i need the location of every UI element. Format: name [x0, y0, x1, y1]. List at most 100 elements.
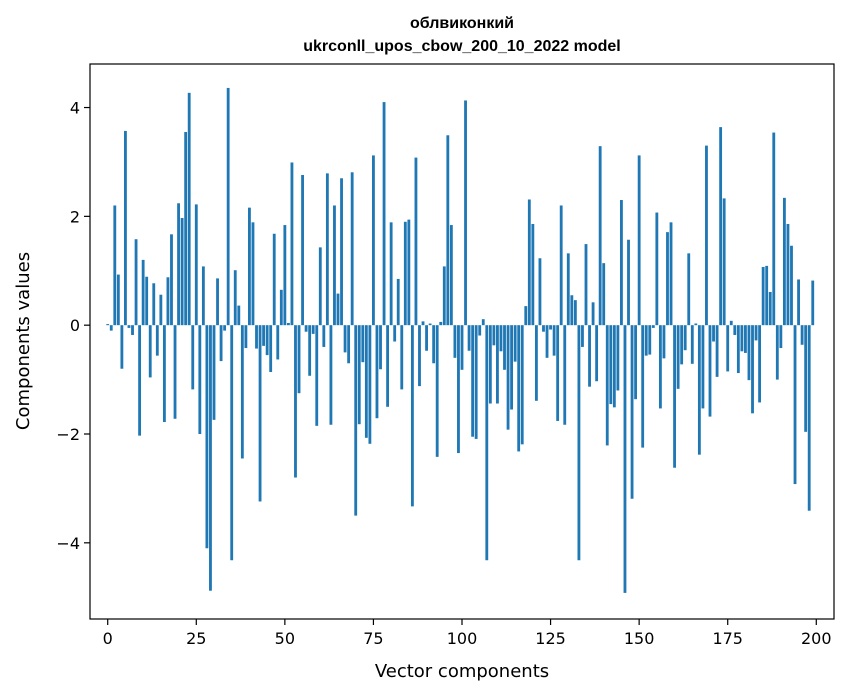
bar	[715, 325, 719, 377]
bar	[457, 325, 460, 454]
bar	[506, 325, 510, 430]
bar	[531, 223, 535, 326]
bar	[177, 203, 180, 326]
bar	[403, 221, 407, 326]
bar	[641, 325, 645, 448]
bar	[162, 325, 166, 423]
bar	[793, 325, 797, 485]
bar	[301, 175, 304, 326]
chart-subtitle: ukrconll_upos_cbow_200_10_2022 model	[303, 38, 620, 55]
bar	[474, 325, 478, 439]
bar	[701, 325, 705, 409]
bar	[800, 325, 804, 345]
x-tick-label: 200	[801, 629, 832, 648]
bar	[524, 306, 528, 326]
bar	[194, 204, 198, 326]
bar	[286, 323, 290, 326]
bar	[697, 325, 701, 455]
bar	[669, 222, 673, 326]
bar	[276, 325, 280, 360]
bar	[131, 325, 134, 335]
bar	[527, 199, 531, 326]
bar	[510, 325, 514, 410]
bar	[644, 325, 648, 356]
bar	[492, 325, 496, 346]
bar	[410, 325, 414, 507]
bar	[680, 325, 684, 365]
bar	[382, 102, 386, 326]
bar	[180, 217, 184, 326]
bar	[170, 234, 173, 326]
bar	[138, 325, 142, 436]
bar	[113, 205, 117, 326]
bar	[637, 155, 641, 326]
bar	[318, 247, 322, 326]
bar	[499, 325, 503, 352]
bar	[379, 325, 382, 370]
bar	[393, 325, 397, 342]
bar	[566, 253, 570, 326]
bar	[173, 325, 177, 419]
bar	[333, 205, 336, 326]
bar	[272, 233, 276, 326]
bar	[740, 325, 744, 352]
bar	[768, 291, 772, 326]
bar	[354, 325, 358, 516]
bar	[775, 325, 779, 380]
bar	[485, 325, 489, 561]
x-tick-label: 150	[624, 629, 655, 648]
bar	[549, 325, 552, 330]
bar	[205, 325, 209, 549]
bar	[471, 325, 475, 437]
bar	[343, 325, 347, 353]
bar	[449, 225, 453, 326]
bar	[269, 325, 273, 372]
bar	[761, 266, 765, 326]
bar	[765, 265, 769, 326]
bar	[350, 172, 354, 326]
bar	[315, 325, 319, 426]
bar	[216, 278, 219, 326]
bar	[623, 325, 627, 593]
bar	[421, 321, 425, 326]
bar	[159, 294, 163, 326]
bar	[361, 325, 365, 363]
bar	[372, 155, 375, 326]
y-tick-label: −2	[56, 425, 80, 444]
bar	[620, 200, 623, 326]
bar	[145, 276, 149, 326]
bar	[127, 325, 131, 328]
bar	[708, 325, 712, 417]
bar	[744, 325, 747, 353]
bar	[134, 239, 138, 326]
bar	[538, 258, 542, 326]
bars-group	[106, 87, 815, 593]
bar	[233, 270, 237, 326]
bar	[244, 325, 248, 349]
bar	[782, 197, 786, 326]
chart-title: облвиконкий	[410, 15, 514, 32]
bar	[251, 222, 255, 326]
bar	[453, 325, 457, 358]
bar	[347, 325, 351, 364]
bar	[570, 295, 574, 326]
bar	[666, 232, 669, 326]
bar	[797, 279, 800, 326]
bar	[754, 325, 758, 341]
bar	[248, 207, 251, 326]
bar	[279, 289, 283, 326]
bar	[584, 244, 588, 326]
bar	[322, 325, 326, 347]
bar	[148, 325, 152, 378]
bar	[240, 325, 244, 459]
y-tick-label: 0	[70, 316, 80, 335]
bar	[201, 266, 205, 326]
bar	[609, 325, 613, 405]
x-axis-label: Vector components	[375, 661, 549, 682]
bar	[368, 325, 372, 444]
x-tick-label: 175	[712, 629, 743, 648]
bar	[545, 325, 549, 358]
bar	[807, 325, 811, 511]
bar	[651, 325, 655, 328]
